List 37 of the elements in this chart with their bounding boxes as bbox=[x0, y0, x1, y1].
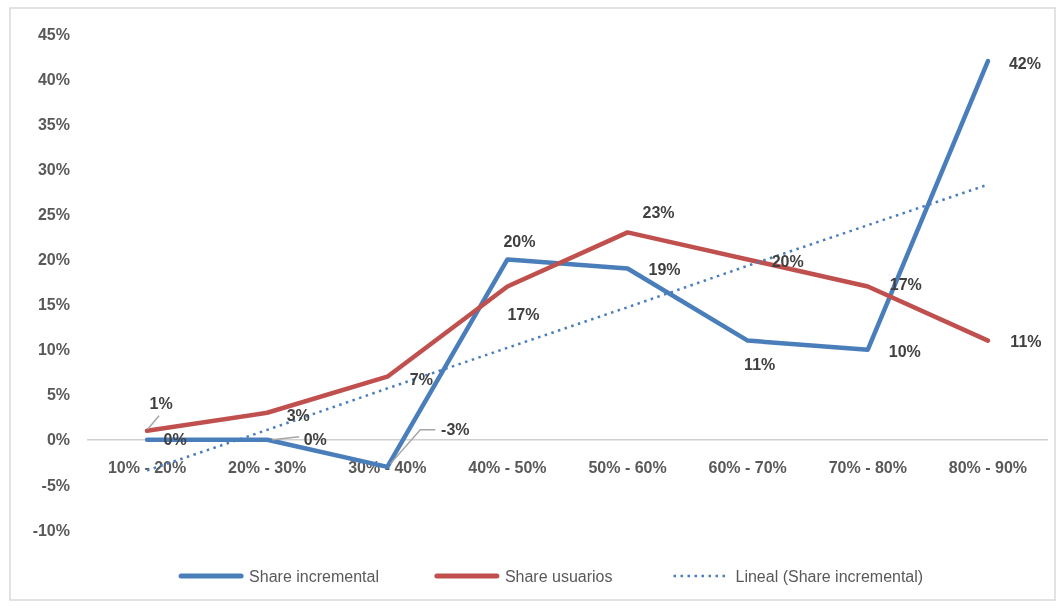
data-label: -3% bbox=[441, 421, 470, 439]
data-label: 1% bbox=[149, 395, 173, 413]
data-label: 7% bbox=[409, 371, 433, 389]
data-label: 17% bbox=[507, 306, 540, 324]
data-label: 20% bbox=[771, 253, 804, 271]
data-label: 42% bbox=[1008, 54, 1041, 72]
data-label: 20% bbox=[503, 233, 536, 251]
legend-label: Lineal (Share incremental) bbox=[735, 567, 924, 585]
data-label: 11% bbox=[1010, 333, 1042, 351]
data-label: 11% bbox=[744, 356, 776, 374]
x-tick-label: 20% - 30% bbox=[228, 459, 307, 477]
y-tick-label: 30% bbox=[37, 160, 70, 178]
legend-label: Share incremental bbox=[249, 567, 379, 585]
x-tick-label: 40% - 50% bbox=[468, 459, 547, 477]
y-tick-label: -5% bbox=[41, 476, 70, 494]
y-tick-label: 25% bbox=[37, 205, 70, 223]
legend-label: Share usuarios bbox=[504, 567, 613, 585]
x-tick-label: 50% - 60% bbox=[588, 459, 667, 477]
line-series bbox=[144, 230, 991, 434]
y-tick-label: 45% bbox=[37, 25, 70, 43]
data-label: 10% bbox=[888, 343, 921, 361]
y-tick-label: -10% bbox=[32, 521, 70, 539]
data-label: 0% bbox=[303, 431, 327, 449]
y-tick-label: 5% bbox=[46, 386, 70, 404]
y-tick-label: 40% bbox=[37, 70, 70, 88]
y-tick-label: 20% bbox=[37, 251, 70, 269]
data-label: 23% bbox=[642, 204, 675, 221]
x-tick-label: 60% - 70% bbox=[708, 459, 787, 477]
y-tick-label: 0% bbox=[46, 431, 70, 449]
data-label: 0% bbox=[163, 431, 187, 449]
data-label: 19% bbox=[648, 261, 681, 279]
x-tick-label: 70% - 80% bbox=[828, 459, 907, 477]
y-tick-label: 10% bbox=[37, 341, 70, 359]
y-tick-label: 15% bbox=[37, 296, 70, 314]
y-tick-label: 35% bbox=[37, 115, 70, 133]
x-tick-label: 80% - 90% bbox=[948, 459, 1028, 477]
data-label: 3% bbox=[286, 407, 310, 425]
